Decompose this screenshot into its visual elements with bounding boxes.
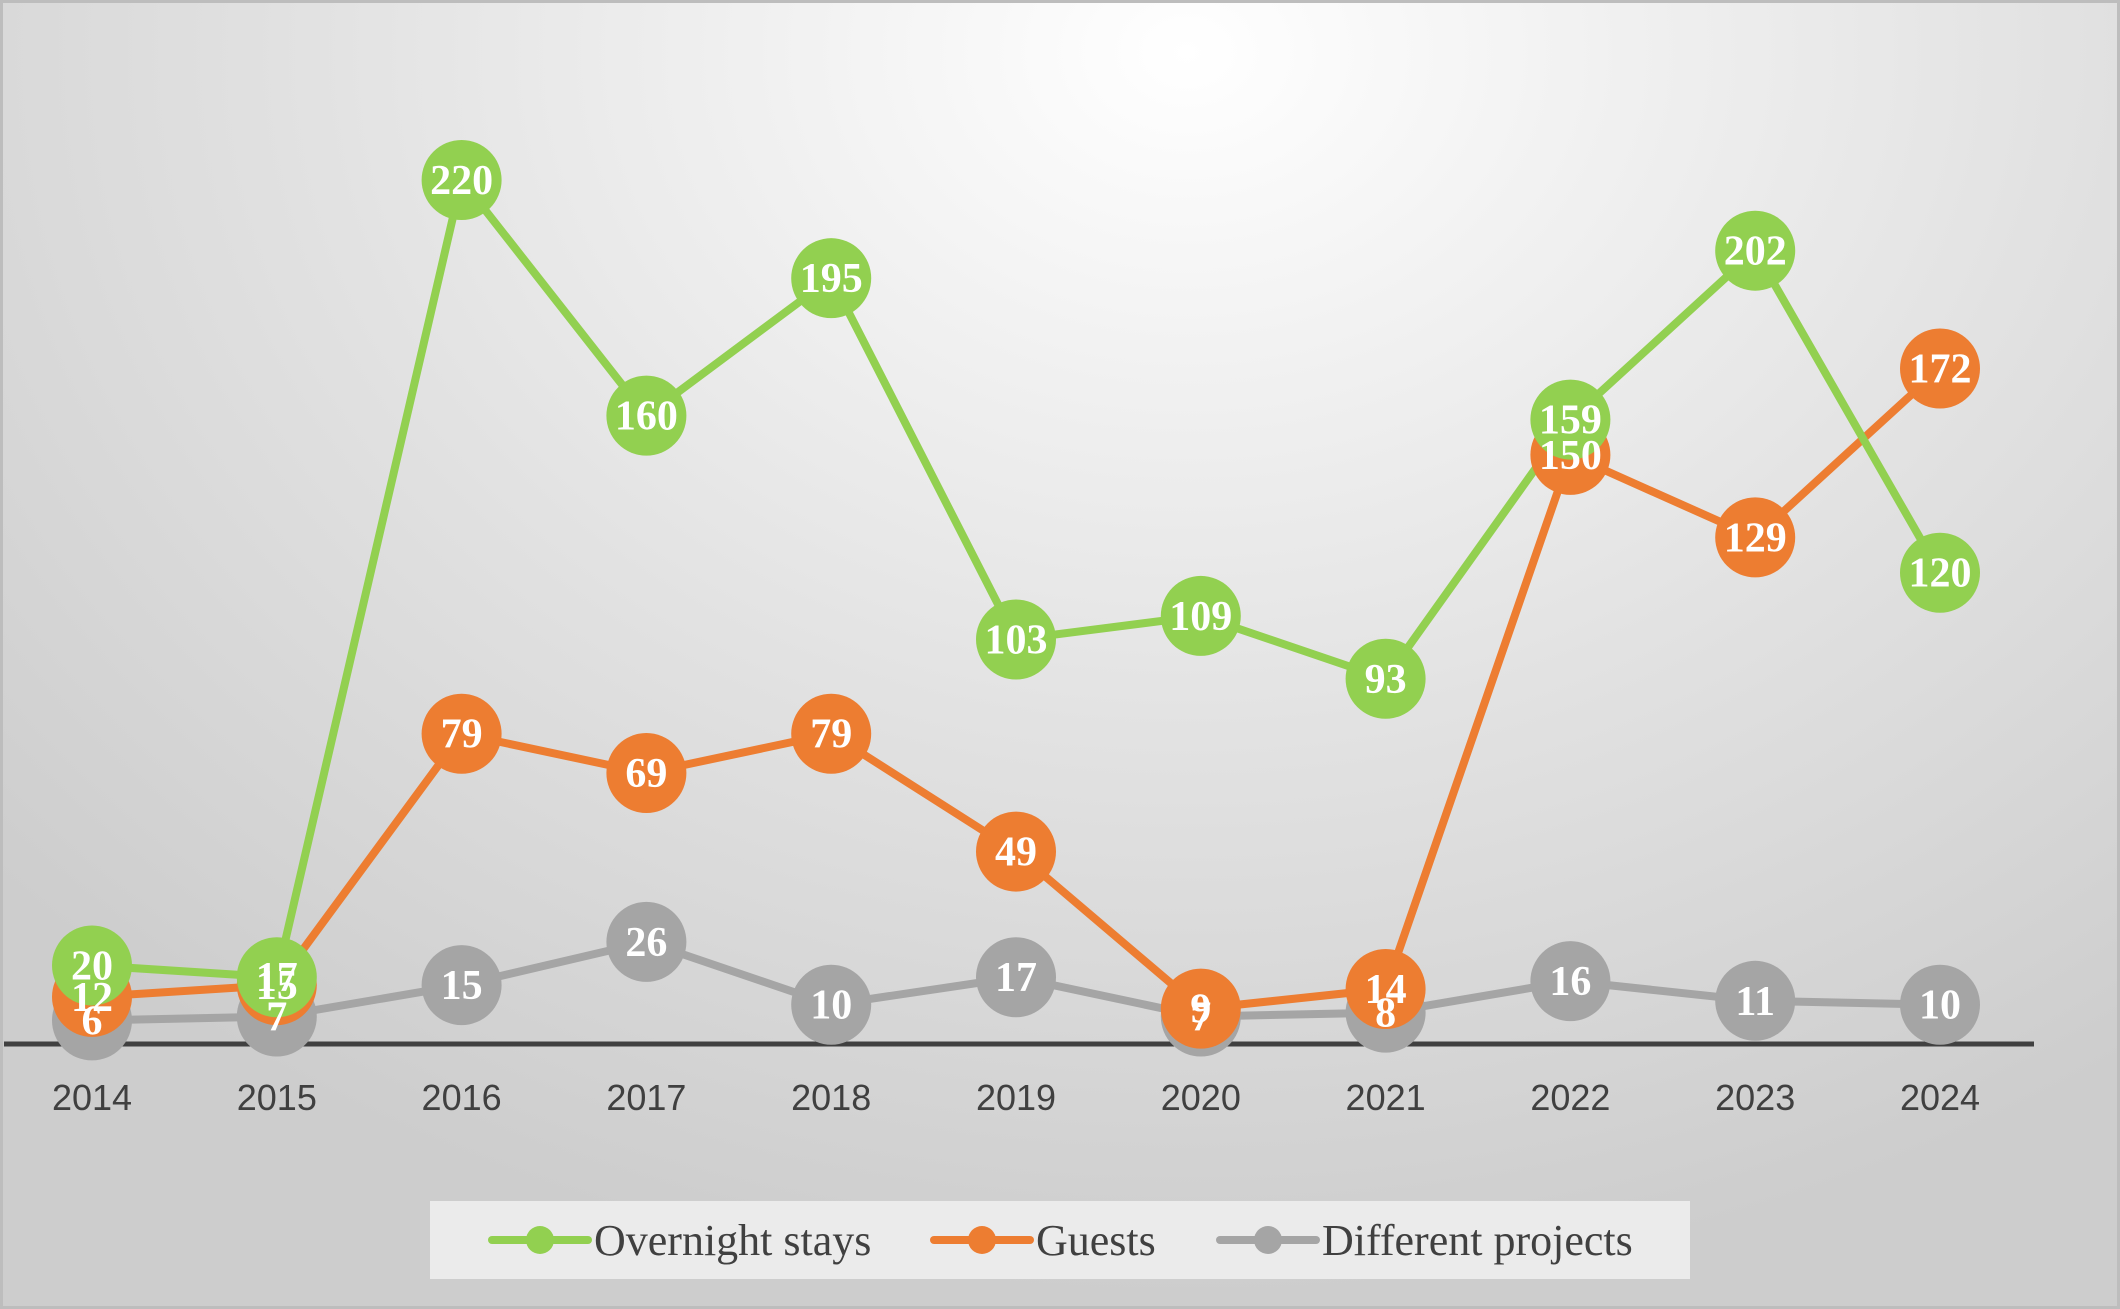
x-tick-label: 2023 bbox=[1715, 1077, 1795, 1118]
data-point bbox=[1345, 949, 1426, 1030]
data-label: 202 bbox=[1724, 229, 1787, 275]
data-label: 79 bbox=[810, 712, 852, 758]
data-label: 172 bbox=[1909, 347, 1972, 393]
data-label: 10 bbox=[810, 983, 852, 1029]
data-label: 26 bbox=[625, 920, 667, 966]
data-label: 103 bbox=[985, 617, 1048, 663]
data-label: 7 bbox=[1190, 995, 1211, 1041]
data-label: 15 bbox=[256, 963, 298, 1009]
legend-swatch-marker bbox=[526, 1226, 554, 1254]
data-label: 14 bbox=[1365, 967, 1407, 1013]
data-point bbox=[1160, 575, 1241, 656]
legend-label: Overnight stays bbox=[594, 1216, 871, 1265]
data-label: 9 bbox=[1190, 987, 1211, 1033]
legend: Overnight stays Guests Different projects bbox=[430, 1201, 1690, 1279]
data-label: 220 bbox=[430, 158, 493, 204]
x-tick-label: 2024 bbox=[1900, 1077, 1980, 1118]
data-point bbox=[1715, 210, 1796, 291]
data-label: 17 bbox=[995, 955, 1037, 1001]
x-tick-label: 2017 bbox=[606, 1077, 686, 1118]
data-point bbox=[791, 964, 872, 1045]
data-point bbox=[606, 901, 687, 982]
data-point bbox=[791, 238, 872, 319]
data-point bbox=[976, 811, 1056, 892]
data-point bbox=[1530, 379, 1611, 460]
data-label: 195 bbox=[800, 256, 863, 302]
data-point bbox=[976, 599, 1056, 680]
data-point bbox=[1530, 941, 1611, 1022]
legend-swatch-marker bbox=[968, 1226, 996, 1254]
x-tick-label: 2014 bbox=[52, 1077, 132, 1118]
data-label: 6 bbox=[82, 998, 103, 1044]
data-label: 10 bbox=[1919, 983, 1961, 1029]
data-label: 93 bbox=[1365, 657, 1407, 703]
data-point bbox=[606, 375, 687, 456]
data-point bbox=[421, 140, 502, 220]
data-label: 129 bbox=[1724, 515, 1787, 561]
data-point bbox=[1900, 964, 1980, 1045]
data-point bbox=[1900, 328, 1980, 409]
data-point bbox=[1715, 960, 1796, 1041]
x-tick-label: 2019 bbox=[976, 1077, 1056, 1118]
data-point bbox=[606, 733, 687, 814]
data-label: 120 bbox=[1909, 551, 1972, 597]
data-label: 12 bbox=[71, 975, 113, 1021]
data-label: 49 bbox=[995, 830, 1037, 876]
data-label: 11 bbox=[1735, 979, 1775, 1025]
x-tick-label: 2020 bbox=[1161, 1077, 1241, 1118]
x-tick-label: 2018 bbox=[791, 1077, 871, 1118]
data-label: 150 bbox=[1539, 433, 1602, 479]
data-point bbox=[52, 925, 132, 1006]
x-tick-label: 2021 bbox=[1346, 1077, 1426, 1118]
data-point bbox=[421, 693, 502, 774]
series-line bbox=[88, 364, 1944, 1013]
data-label: 20 bbox=[71, 943, 113, 989]
x-tick-label: 2016 bbox=[422, 1077, 502, 1118]
data-point bbox=[791, 693, 872, 774]
data-point bbox=[236, 937, 317, 1018]
data-label: 15 bbox=[441, 963, 483, 1009]
data-label: 7 bbox=[266, 995, 287, 1041]
data-point bbox=[1900, 532, 1980, 613]
x-tick-label: 2022 bbox=[1530, 1077, 1610, 1118]
data-point bbox=[1160, 968, 1241, 1049]
data-point bbox=[1715, 497, 1796, 578]
data-label: 17 bbox=[256, 955, 298, 1001]
data-point bbox=[976, 937, 1056, 1018]
data-label: 16 bbox=[1549, 959, 1591, 1005]
x-tick-label: 2015 bbox=[237, 1077, 317, 1118]
data-label: 79 bbox=[441, 712, 483, 758]
data-label: 8 bbox=[1375, 991, 1396, 1037]
legend-swatch-marker bbox=[1254, 1226, 1282, 1254]
data-point bbox=[421, 945, 502, 1026]
series-markers bbox=[52, 140, 1980, 1061]
data-label: 159 bbox=[1539, 398, 1602, 444]
data-point bbox=[1345, 638, 1426, 719]
data-label: 109 bbox=[1169, 594, 1232, 640]
data-label: 160 bbox=[615, 394, 678, 440]
legend-box bbox=[430, 1201, 1690, 1279]
data-label: 69 bbox=[625, 751, 667, 797]
legend-label: Different projects bbox=[1322, 1216, 1633, 1265]
x-axis: 2014 2015 2016 2017 2018 2019 2020 2021 2022 2023… bbox=[4, 1041, 2034, 1118]
legend-label: Guests bbox=[1036, 1216, 1156, 1265]
